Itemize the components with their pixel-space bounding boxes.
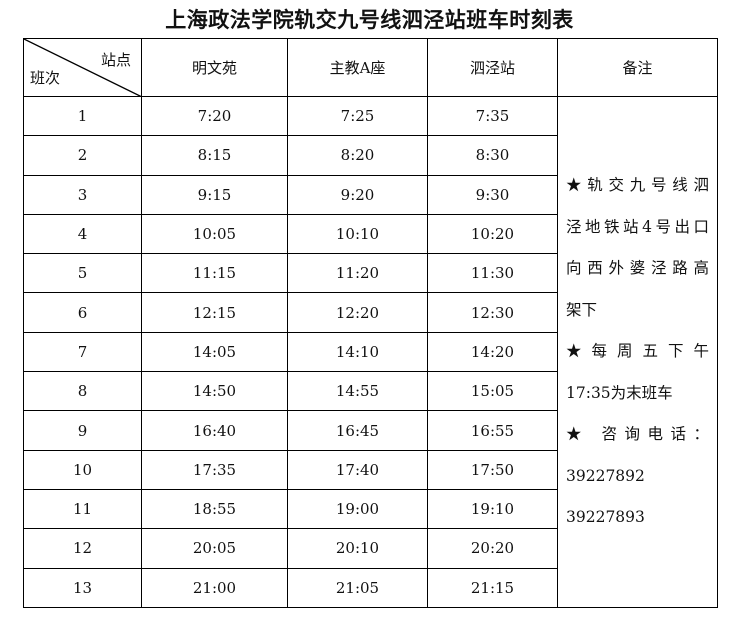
note-line: 39227892	[566, 466, 645, 485]
table-row: 11 18:55 19:00 19:10	[23, 488, 718, 530]
note-line: ★每周五下午	[566, 342, 709, 360]
run-number-cell: 2	[23, 135, 142, 176]
time-cell-mingwenyuan: 9:15	[141, 174, 288, 215]
time-cell-sijing-station: 10:20	[427, 213, 558, 255]
table-row: 1 7:20 7:25 7:35 ★轨交九号线泗 泾地铁站4号出口 向西外婆泾路高 架下 ★每周…	[23, 95, 718, 608]
time-cell-main-building-a: 14:10	[287, 331, 428, 373]
time-cell-mingwenyuan: 20:05	[141, 528, 288, 569]
time-cell-mingwenyuan: 14:05	[141, 331, 288, 373]
station-label: 站点	[100, 51, 131, 69]
time-cell-main-building-a: 19:00	[287, 488, 428, 530]
run-number-cell: 7	[23, 331, 142, 373]
run-number-cell: 3	[23, 174, 142, 215]
corner-header-cell: 站点 班次	[23, 38, 142, 97]
run-number-cell: 12	[23, 528, 142, 569]
table-row: 7 14:05 14:10 14:20	[23, 331, 718, 373]
note-line: 17:35为末班车	[566, 383, 673, 402]
time-cell-sijing-station: 15:05	[427, 371, 558, 412]
time-cell-main-building-a: 17:40	[287, 449, 428, 490]
column-header-mingwenyuan: 明文苑	[141, 38, 288, 97]
time-cell-mingwenyuan: 11:15	[141, 253, 288, 294]
run-number-cell: 13	[23, 567, 142, 608]
diagonal-line	[24, 39, 142, 97]
time-cell-mingwenyuan: 14:50	[141, 371, 288, 412]
note-line: 泾地铁站4号出口	[566, 217, 709, 236]
time-cell-main-building-a: 8:20	[287, 135, 428, 176]
time-cell-mingwenyuan: 8:15	[141, 135, 288, 176]
time-cell-main-building-a: 20:10	[287, 528, 428, 569]
time-cell-mingwenyuan: 18:55	[141, 488, 288, 530]
table-row: 12 20:05 20:10 20:20	[23, 528, 718, 569]
run-number-cell: 4	[23, 213, 142, 255]
time-cell-sijing-station: 14:20	[427, 331, 558, 373]
time-cell-main-building-a: 14:55	[287, 371, 428, 412]
time-cell-main-building-a: 11:20	[287, 253, 428, 294]
column-header-notes: 备注	[557, 38, 718, 97]
run-number-cell: 8	[23, 371, 142, 412]
time-cell-mingwenyuan: 7:20	[141, 95, 288, 137]
header-row: 站点 班次 明文苑 主教A座 泗泾站 备注	[23, 38, 718, 97]
note-line: ★轨交九号线泗	[566, 176, 709, 194]
time-cell-mingwenyuan: 21:00	[141, 567, 288, 608]
time-cell-main-building-a: 7:25	[287, 95, 428, 137]
time-cell-sijing-station: 20:20	[427, 528, 558, 569]
time-cell-sijing-station: 11:30	[427, 253, 558, 294]
run-number-cell: 11	[23, 488, 142, 530]
run-number-cell: 1	[23, 95, 142, 137]
table-row: 4 10:05 10:10 10:20	[23, 213, 718, 255]
time-cell-sijing-station: 12:30	[427, 292, 558, 333]
time-cell-sijing-station: 17:50	[427, 449, 558, 490]
time-cell-sijing-station: 9:30	[427, 174, 558, 215]
time-cell-main-building-a: 12:20	[287, 292, 428, 333]
run-number-cell: 5	[23, 253, 142, 294]
time-cell-main-building-a: 9:20	[287, 174, 428, 215]
time-cell-sijing-station: 8:30	[427, 135, 558, 176]
time-cell-sijing-station: 21:15	[427, 567, 558, 608]
note-line: 向西外婆泾路高	[566, 259, 709, 277]
table-row: 13 21:00 21:05 21:15	[23, 567, 718, 608]
column-header-sijing-station: 泗泾站	[427, 38, 558, 97]
time-cell-main-building-a: 16:45	[287, 410, 428, 451]
time-cell-sijing-station: 7:35	[427, 95, 558, 137]
time-cell-mingwenyuan: 16:40	[141, 410, 288, 451]
note-line: 39227893	[566, 508, 645, 526]
timetable: 站点 班次 明文苑 主教A座 泗泾站 备注 1 7:20 7:25 7:35 ★轨交九号…	[23, 38, 718, 608]
time-cell-mingwenyuan: 10:05	[141, 213, 288, 255]
time-cell-main-building-a: 21:05	[287, 567, 428, 608]
time-cell-sijing-station: 16:55	[427, 410, 558, 451]
time-cell-sijing-station: 19:10	[427, 488, 558, 530]
column-header-main-building-a: 主教A座	[287, 38, 428, 97]
notes-cell: ★轨交九号线泗 泾地铁站4号出口 向西外婆泾路高 架下 ★每周五下午 17:35为末班车 ★…	[557, 96, 718, 608]
note-line: ★ 咨询电话：	[566, 425, 709, 443]
run-number-cell: 9	[23, 410, 142, 451]
time-cell-mingwenyuan: 17:35	[141, 449, 288, 490]
run-number-cell: 10	[23, 449, 142, 490]
page-title: 上海政法学院轨交九号线泗泾站班车时刻表	[165, 7, 574, 32]
table-row: 10 17:35 17:40 17:50	[23, 449, 718, 490]
time-cell-mingwenyuan: 12:15	[141, 292, 288, 333]
run-number-cell: 6	[23, 292, 142, 333]
run-label: 班次	[30, 69, 61, 87]
note-line: 架下	[566, 300, 598, 319]
time-cell-main-building-a: 10:10	[287, 213, 428, 255]
table-row: 9 16:40 16:45 16:55	[23, 410, 718, 451]
